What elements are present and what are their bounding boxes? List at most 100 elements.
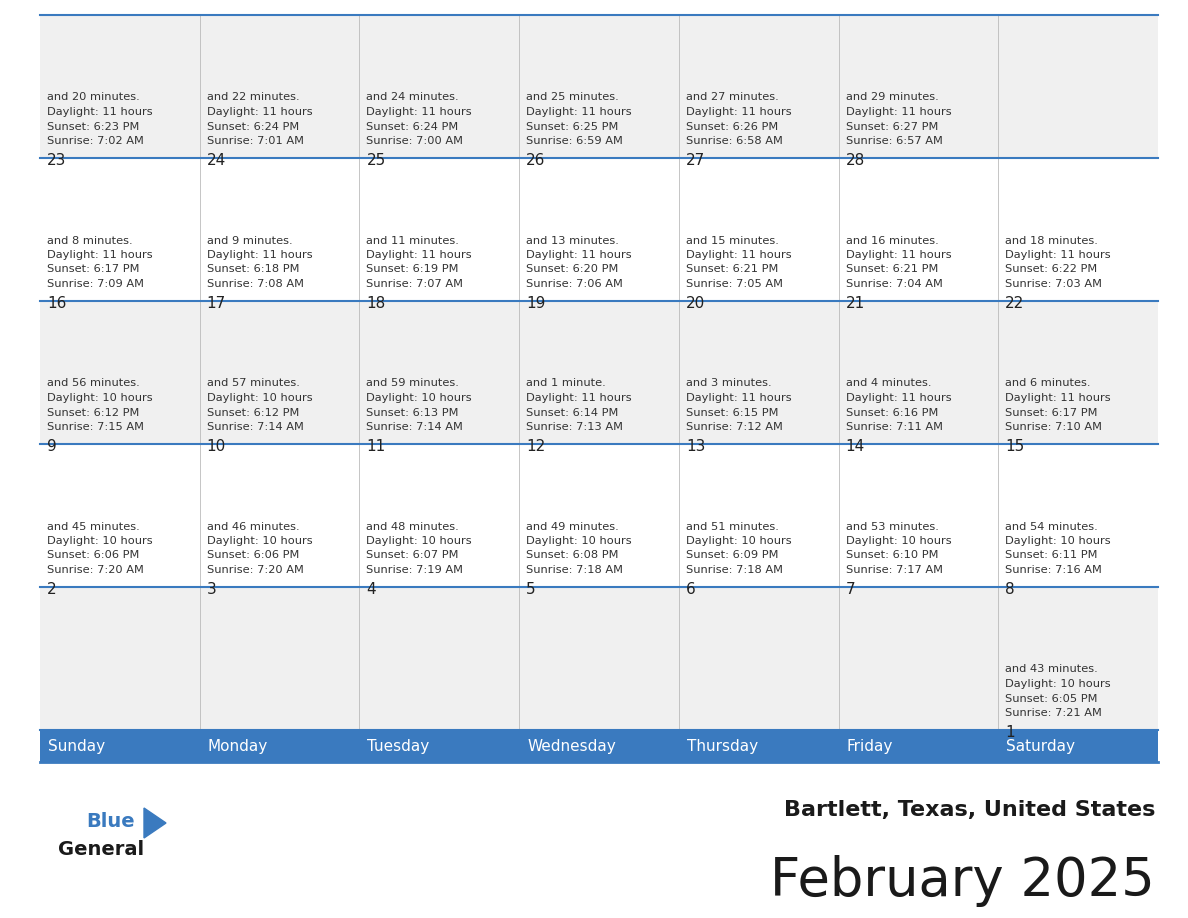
Text: Daylight: 10 hours: Daylight: 10 hours — [48, 536, 152, 546]
Text: Daylight: 11 hours: Daylight: 11 hours — [207, 250, 312, 260]
Text: Sunset: 6:25 PM: Sunset: 6:25 PM — [526, 121, 619, 131]
Text: Sunrise: 6:58 AM: Sunrise: 6:58 AM — [685, 136, 783, 146]
Text: Daylight: 11 hours: Daylight: 11 hours — [1005, 393, 1111, 403]
Text: Sunrise: 7:18 AM: Sunrise: 7:18 AM — [685, 565, 783, 575]
Text: 18: 18 — [366, 296, 386, 311]
Text: Sunset: 6:09 PM: Sunset: 6:09 PM — [685, 551, 778, 561]
Text: Sunrise: 7:17 AM: Sunrise: 7:17 AM — [846, 565, 942, 575]
Text: and 25 minutes.: and 25 minutes. — [526, 93, 619, 103]
Text: Thursday: Thursday — [687, 738, 758, 754]
Text: and 8 minutes.: and 8 minutes. — [48, 236, 133, 245]
Text: and 11 minutes.: and 11 minutes. — [366, 236, 460, 245]
Text: 28: 28 — [846, 153, 865, 168]
Text: 25: 25 — [366, 153, 386, 168]
Text: Sunset: 6:17 PM: Sunset: 6:17 PM — [1005, 408, 1098, 418]
Text: Sunset: 6:18 PM: Sunset: 6:18 PM — [207, 264, 299, 274]
Text: Daylight: 11 hours: Daylight: 11 hours — [685, 393, 791, 403]
Text: Sunset: 6:16 PM: Sunset: 6:16 PM — [846, 408, 939, 418]
Text: and 18 minutes.: and 18 minutes. — [1005, 236, 1098, 245]
Text: 17: 17 — [207, 296, 226, 311]
Text: 15: 15 — [1005, 439, 1024, 454]
Text: Sunset: 6:12 PM: Sunset: 6:12 PM — [48, 408, 139, 418]
Text: Daylight: 11 hours: Daylight: 11 hours — [366, 107, 472, 117]
Text: Sunset: 6:08 PM: Sunset: 6:08 PM — [526, 551, 619, 561]
Text: and 45 minutes.: and 45 minutes. — [48, 521, 140, 532]
Text: and 16 minutes.: and 16 minutes. — [846, 236, 939, 245]
Text: Daylight: 11 hours: Daylight: 11 hours — [366, 250, 472, 260]
Text: Daylight: 10 hours: Daylight: 10 hours — [366, 393, 472, 403]
Text: Daylight: 10 hours: Daylight: 10 hours — [366, 536, 472, 546]
Text: Sunrise: 7:00 AM: Sunrise: 7:00 AM — [366, 136, 463, 146]
Text: Sunrise: 7:20 AM: Sunrise: 7:20 AM — [207, 565, 304, 575]
Text: Daylight: 11 hours: Daylight: 11 hours — [526, 250, 632, 260]
Bar — [839, 730, 998, 762]
Text: and 27 minutes.: and 27 minutes. — [685, 93, 778, 103]
Text: General: General — [58, 840, 144, 859]
Text: Sunrise: 7:11 AM: Sunrise: 7:11 AM — [846, 422, 942, 432]
Text: Sunset: 6:17 PM: Sunset: 6:17 PM — [48, 264, 139, 274]
Text: Sunrise: 7:07 AM: Sunrise: 7:07 AM — [366, 279, 463, 289]
Text: Sunrise: 7:01 AM: Sunrise: 7:01 AM — [207, 136, 304, 146]
Text: Sunset: 6:26 PM: Sunset: 6:26 PM — [685, 121, 778, 131]
Text: Daylight: 11 hours: Daylight: 11 hours — [48, 107, 152, 117]
Text: Sunrise: 7:16 AM: Sunrise: 7:16 AM — [1005, 565, 1102, 575]
Text: Sunrise: 7:13 AM: Sunrise: 7:13 AM — [526, 422, 624, 432]
Text: Bartlett, Texas, United States: Bartlett, Texas, United States — [784, 800, 1155, 820]
Text: 7: 7 — [846, 582, 855, 597]
Text: 1: 1 — [1005, 725, 1015, 740]
Text: Wednesday: Wednesday — [527, 738, 615, 754]
Bar — [678, 730, 839, 762]
Text: Sunset: 6:15 PM: Sunset: 6:15 PM — [685, 408, 778, 418]
Bar — [40, 301, 1158, 444]
Text: Sunset: 6:24 PM: Sunset: 6:24 PM — [366, 121, 459, 131]
Text: 21: 21 — [846, 296, 865, 311]
Text: 24: 24 — [207, 153, 226, 168]
Text: Daylight: 10 hours: Daylight: 10 hours — [526, 536, 632, 546]
Bar — [519, 730, 678, 762]
Text: 5: 5 — [526, 582, 536, 597]
Text: and 46 minutes.: and 46 minutes. — [207, 521, 299, 532]
Bar — [40, 444, 1158, 587]
Bar — [998, 730, 1158, 762]
Text: Daylight: 10 hours: Daylight: 10 hours — [207, 536, 312, 546]
Text: Sunset: 6:22 PM: Sunset: 6:22 PM — [1005, 264, 1098, 274]
Text: 4: 4 — [366, 582, 377, 597]
Text: Sunrise: 7:15 AM: Sunrise: 7:15 AM — [48, 422, 144, 432]
Text: Daylight: 11 hours: Daylight: 11 hours — [685, 107, 791, 117]
Text: Daylight: 11 hours: Daylight: 11 hours — [1005, 250, 1111, 260]
Text: and 54 minutes.: and 54 minutes. — [1005, 521, 1098, 532]
Text: Sunset: 6:06 PM: Sunset: 6:06 PM — [48, 551, 139, 561]
Text: and 24 minutes.: and 24 minutes. — [366, 93, 459, 103]
Text: Sunrise: 7:20 AM: Sunrise: 7:20 AM — [48, 565, 144, 575]
Text: Tuesday: Tuesday — [367, 738, 430, 754]
Text: and 20 minutes.: and 20 minutes. — [48, 93, 140, 103]
Text: 13: 13 — [685, 439, 706, 454]
Text: Sunrise: 7:06 AM: Sunrise: 7:06 AM — [526, 279, 623, 289]
Text: Sunrise: 7:03 AM: Sunrise: 7:03 AM — [1005, 279, 1102, 289]
Text: Sunset: 6:11 PM: Sunset: 6:11 PM — [1005, 551, 1098, 561]
Text: Sunset: 6:19 PM: Sunset: 6:19 PM — [366, 264, 459, 274]
Text: Sunday: Sunday — [48, 738, 105, 754]
Text: and 56 minutes.: and 56 minutes. — [48, 378, 140, 388]
Text: Sunset: 6:14 PM: Sunset: 6:14 PM — [526, 408, 619, 418]
Text: Sunrise: 6:59 AM: Sunrise: 6:59 AM — [526, 136, 623, 146]
Text: 16: 16 — [48, 296, 67, 311]
Text: Sunset: 6:05 PM: Sunset: 6:05 PM — [1005, 693, 1098, 703]
Text: 23: 23 — [48, 153, 67, 168]
Text: Daylight: 10 hours: Daylight: 10 hours — [48, 393, 152, 403]
Text: and 51 minutes.: and 51 minutes. — [685, 521, 778, 532]
Text: 2: 2 — [48, 582, 57, 597]
Text: Sunrise: 7:02 AM: Sunrise: 7:02 AM — [48, 136, 144, 146]
Text: Sunset: 6:13 PM: Sunset: 6:13 PM — [366, 408, 459, 418]
Text: Sunset: 6:27 PM: Sunset: 6:27 PM — [846, 121, 939, 131]
Text: 20: 20 — [685, 296, 706, 311]
Text: Daylight: 10 hours: Daylight: 10 hours — [846, 536, 952, 546]
Text: and 53 minutes.: and 53 minutes. — [846, 521, 939, 532]
Text: Sunset: 6:20 PM: Sunset: 6:20 PM — [526, 264, 619, 274]
Bar — [360, 730, 519, 762]
Bar — [40, 587, 1158, 730]
Text: Sunrise: 7:12 AM: Sunrise: 7:12 AM — [685, 422, 783, 432]
Bar — [40, 15, 1158, 158]
Text: 3: 3 — [207, 582, 216, 597]
Text: Sunrise: 7:10 AM: Sunrise: 7:10 AM — [1005, 422, 1102, 432]
